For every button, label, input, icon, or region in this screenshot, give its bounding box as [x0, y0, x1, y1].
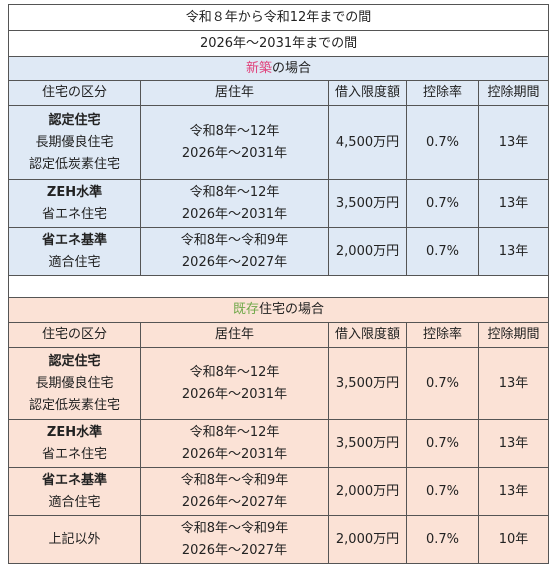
deduction-rate: 0.7% — [406, 515, 479, 564]
residence-year-cell: 令和8年〜12年 2026年〜2031年 — [140, 105, 329, 180]
housing-type-sub: 長期優良住宅 — [35, 134, 114, 150]
residence-year-era: 令和8年〜令和9年 — [180, 520, 289, 536]
deduction-period: 13年 — [477, 179, 550, 228]
housing-type-sub: 適合住宅 — [48, 494, 101, 510]
column-header-type: 住宅の区分 — [8, 80, 141, 106]
existing-title-accent: 既存 — [233, 302, 260, 317]
housing-type-cell: 認定住宅 長期優良住宅 認定低炭素住宅 — [8, 105, 141, 180]
deduction-rate: 0.7% — [406, 179, 479, 228]
column-header-period: 控除期間 — [477, 80, 550, 106]
residence-year-western: 2026年〜2031年 — [181, 145, 288, 161]
loan-limit: 3,500万円 — [328, 347, 407, 420]
housing-type-sub: 省エネ住宅 — [41, 446, 107, 462]
residence-year-western: 2026年〜2031年 — [181, 206, 288, 222]
column-header-rate: 控除率 — [406, 322, 479, 348]
column-header-year: 居住年 — [140, 322, 329, 348]
residence-year-western: 2026年〜2031年 — [181, 446, 288, 462]
deduction-rate: 0.7% — [406, 227, 479, 276]
housing-type-sub: 認定低炭素住宅 — [28, 397, 120, 413]
deduction-period: 13年 — [477, 347, 550, 420]
existing-section-title: 既存住宅の場合 — [7, 297, 550, 323]
residence-year-era: 令和8年〜12年 — [189, 364, 280, 380]
housing-type-bold: 省エネ基準 — [41, 472, 107, 488]
existing-title-rest: 住宅の場合 — [259, 302, 325, 317]
housing-type-sub: 認定低炭素住宅 — [28, 156, 120, 172]
housing-type-bold: ZEH水準 — [46, 424, 103, 440]
column-header-limit: 借入限度額 — [328, 322, 407, 348]
table-row: 上記以外 令和8年〜令和9年 2026年〜2027年 2,000万円 0.7% … — [8, 515, 550, 564]
column-header-period: 控除期間 — [477, 322, 550, 348]
residence-year-era: 令和8年〜12年 — [189, 184, 280, 200]
residence-year-cell: 令和8年〜12年 2026年〜2031年 — [140, 347, 329, 420]
loan-limit: 2,000万円 — [328, 515, 407, 564]
housing-type-cell: 省エネ基準 適合住宅 — [8, 227, 141, 276]
deduction-period: 13年 — [477, 227, 550, 276]
housing-type-bold: 認定住宅 — [48, 112, 101, 128]
housing-type-bold: 認定住宅 — [48, 353, 101, 369]
column-header-rate: 控除率 — [406, 80, 479, 106]
residence-year-cell: 令和8年〜令和9年 2026年〜2027年 — [140, 515, 329, 564]
table-row: 認定住宅 長期優良住宅 認定低炭素住宅 令和8年〜12年 2026年〜2031年… — [8, 105, 550, 180]
residence-year-cell: 令和8年〜令和9年 2026年〜2027年 — [140, 467, 329, 516]
housing-type-cell: 上記以外 — [8, 515, 141, 564]
new-title-rest: の場合 — [272, 60, 312, 76]
deduction-period: 13年 — [477, 105, 550, 180]
deduction-rate: 0.7% — [406, 105, 479, 180]
residence-year-era: 令和8年〜12年 — [189, 123, 280, 139]
residence-year-western: 2026年〜2027年 — [181, 494, 288, 510]
residence-year-era: 令和8年〜令和9年 — [180, 472, 289, 488]
housing-type-bold: ZEH水準 — [46, 184, 103, 200]
loan-limit: 4,500万円 — [328, 105, 407, 180]
residence-year-era: 令和8年〜12年 — [189, 424, 280, 440]
deduction-rate: 0.7% — [406, 419, 479, 468]
residence-year-western: 2026年〜2027年 — [181, 542, 288, 558]
table-row: 省エネ基準 適合住宅 令和8年〜令和9年 2026年〜2027年 2,000万円… — [8, 467, 550, 516]
column-header-type: 住宅の区分 — [8, 322, 141, 348]
residence-year-western: 2026年〜2031年 — [181, 386, 288, 402]
table-row: 認定住宅 長期優良住宅 認定低炭素住宅 令和8年〜12年 2026年〜2031年… — [8, 347, 550, 420]
housing-type-cell: ZEH水準 省エネ住宅 — [8, 419, 141, 468]
residence-year-era: 令和8年〜令和9年 — [180, 232, 289, 248]
housing-type-sub: 適合住宅 — [48, 254, 101, 270]
deduction-rate: 0.7% — [406, 347, 479, 420]
housing-type-cell: ZEH水準 省エネ住宅 — [8, 179, 141, 228]
loan-limit: 2,000万円 — [328, 467, 407, 516]
loan-limit: 3,500万円 — [328, 179, 407, 228]
housing-type-cell: 省エネ基準 適合住宅 — [8, 467, 141, 516]
period-label: 令和８年から令和12年までの間 — [7, 4, 550, 31]
tax-deduction-table: 令和８年から令和12年までの間 2026年〜2031年までの間 新築の場合 住宅… — [7, 4, 550, 564]
loan-limit: 3,500万円 — [328, 419, 407, 468]
housing-type-sub: 長期優良住宅 — [35, 375, 114, 391]
deduction-period: 13年 — [477, 467, 550, 516]
section-spacer — [7, 275, 550, 298]
residence-year-cell: 令和8年〜12年 2026年〜2031年 — [140, 179, 329, 228]
residence-year-western: 2026年〜2027年 — [181, 254, 288, 270]
table-row: ZEH水準 省エネ住宅 令和8年〜12年 2026年〜2031年 3,500万円… — [8, 419, 550, 468]
housing-type-sub: 省エネ住宅 — [41, 206, 107, 222]
table-row: ZEH水準 省エネ住宅 令和8年〜12年 2026年〜2031年 3,500万円… — [8, 179, 550, 228]
residence-year-cell: 令和8年〜令和9年 2026年〜2027年 — [140, 227, 329, 276]
new-section-title: 新築の場合 — [7, 56, 550, 81]
spacer-cell — [7, 275, 550, 298]
deduction-period: 13年 — [477, 419, 550, 468]
loan-limit: 2,000万円 — [328, 227, 407, 276]
housing-type-cell: 認定住宅 長期優良住宅 認定低炭素住宅 — [8, 347, 141, 420]
table-row: 省エネ基準 適合住宅 令和8年〜令和9年 2026年〜2027年 2,000万円… — [8, 227, 550, 276]
column-header-limit: 借入限度額 — [328, 80, 407, 106]
column-header-year: 居住年 — [140, 80, 329, 106]
residence-year-cell: 令和8年〜12年 2026年〜2031年 — [140, 419, 329, 468]
deduction-rate: 0.7% — [406, 467, 479, 516]
deduction-period: 10年 — [477, 515, 550, 564]
new-title-accent: 新築 — [246, 60, 273, 76]
period-years: 2026年〜2031年までの間 — [7, 30, 550, 57]
housing-type-bold: 省エネ基準 — [41, 232, 107, 248]
